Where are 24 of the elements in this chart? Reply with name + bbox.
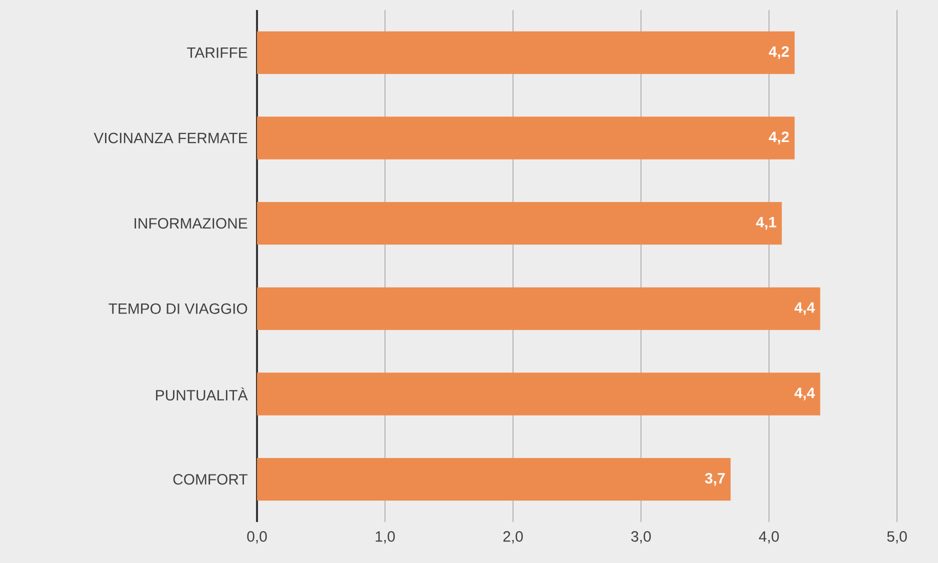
y-tick-label: COMFORT xyxy=(173,474,248,485)
bar xyxy=(257,31,795,74)
data-label: 4,4 xyxy=(794,302,815,315)
data-label: 4,2 xyxy=(768,132,789,144)
x-tick-label: 2,0 xyxy=(503,531,523,544)
x-tick-label: 3,0 xyxy=(631,531,651,544)
y-tick-label: PUNTUALITÀ xyxy=(156,387,248,401)
x-tick-label: 4,0 xyxy=(758,531,779,544)
x-tick-label: 1,0 xyxy=(376,531,395,544)
x-tick-label: 5,0 xyxy=(887,531,907,544)
data-label: 3,7 xyxy=(704,472,725,486)
data-label: 4,2 xyxy=(768,46,789,60)
data-label: 4,1 xyxy=(756,217,776,230)
y-tick-label: INFORMAZIONE xyxy=(134,218,248,229)
bar xyxy=(257,202,782,245)
bar xyxy=(257,372,820,416)
x-tick-label: 0,0 xyxy=(247,531,267,544)
y-tick-label: VICINANZA FERMATE xyxy=(94,132,248,144)
bar xyxy=(257,287,820,330)
y-tick-label: TEMPO DI VIAGGIO xyxy=(108,303,248,314)
data-label: 4,4 xyxy=(794,388,815,400)
bar xyxy=(257,116,795,160)
bar xyxy=(257,458,731,501)
y-tick-label: TARIFFE xyxy=(187,48,248,58)
